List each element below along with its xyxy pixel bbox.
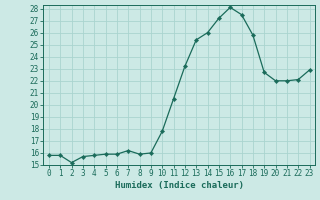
- X-axis label: Humidex (Indice chaleur): Humidex (Indice chaleur): [115, 181, 244, 190]
